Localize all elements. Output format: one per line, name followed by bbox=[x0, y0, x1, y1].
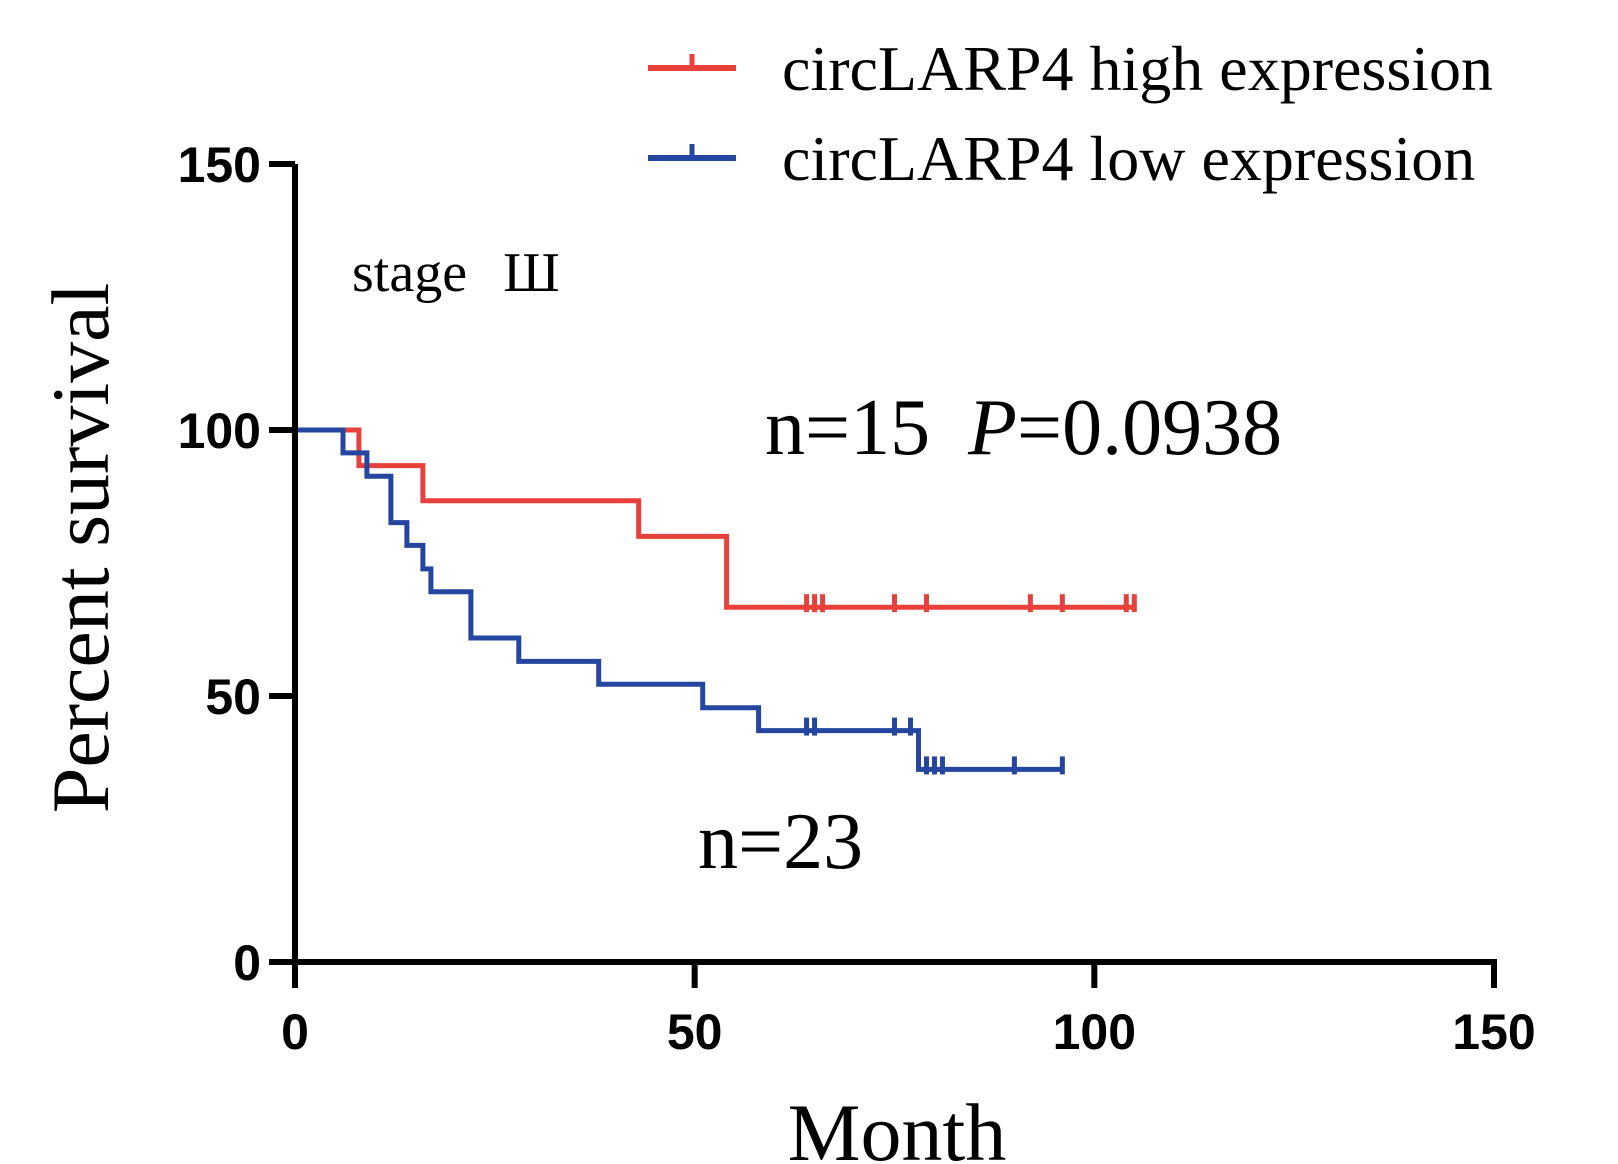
stats-annotation: n=15 P=0.0938 bbox=[765, 384, 1282, 472]
curves-layer bbox=[295, 427, 1137, 775]
x-tick-label: 100 bbox=[1053, 1004, 1136, 1060]
x-tick-label: 50 bbox=[667, 1004, 723, 1060]
stage-word: stage bbox=[352, 242, 467, 304]
x-tick-label: 0 bbox=[281, 1004, 309, 1060]
y-tick-label: 0 bbox=[233, 935, 261, 991]
x-tick-label: 150 bbox=[1452, 1004, 1535, 1060]
survival-curve-high bbox=[295, 427, 1135, 610]
legend-label-low: circLARP4 low expression bbox=[782, 123, 1475, 194]
stage-annotation: stage Ш bbox=[352, 242, 560, 304]
legend: circLARP4 high expression circLARP4 low e… bbox=[648, 33, 1493, 194]
n-high-label: n=15 bbox=[765, 384, 930, 472]
p-value: =0.0938 bbox=[1017, 384, 1282, 472]
survival-curve-low bbox=[295, 427, 1063, 772]
y-axis-title: Percent survival bbox=[35, 283, 126, 814]
n-low-label: n=23 bbox=[698, 798, 863, 886]
x-axis-title: Month bbox=[788, 1087, 1007, 1164]
p-label: P bbox=[967, 384, 1017, 472]
axes-layer: 0 50 100 150 0 50 100 150 bbox=[178, 137, 1536, 1060]
y-tick-label: 100 bbox=[178, 403, 261, 459]
y-tick-label: 150 bbox=[178, 137, 261, 193]
legend-label-high: circLARP4 high expression bbox=[782, 33, 1493, 104]
stage-numeral: Ш bbox=[503, 242, 560, 304]
y-tick-label: 50 bbox=[205, 669, 261, 725]
